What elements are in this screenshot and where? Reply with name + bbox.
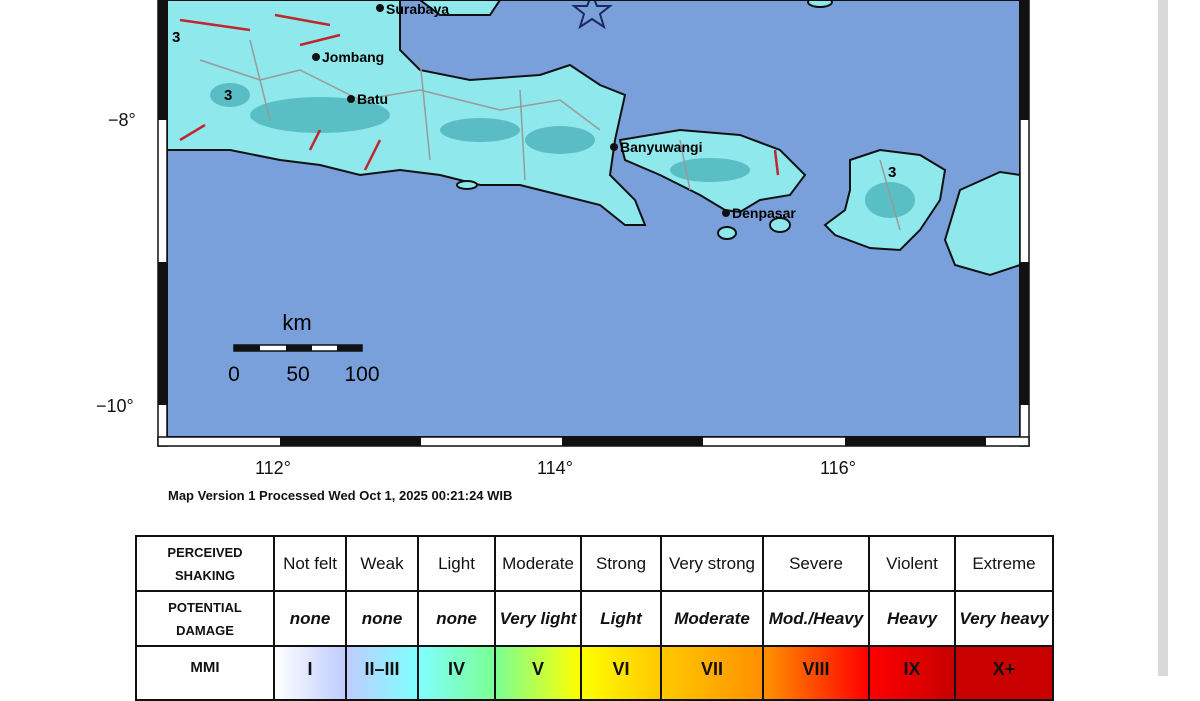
madura-island	[418, 0, 502, 16]
shaking-cell: Extreme	[954, 535, 1054, 592]
city-label: Batu	[357, 91, 388, 107]
mmi-cell: VIII	[762, 645, 870, 701]
mmi-cell: VII	[660, 645, 764, 701]
mmi-cell: IV	[417, 645, 496, 701]
scale-bar: km 0 50 100	[228, 310, 379, 386]
mmi-cell: IX	[868, 645, 956, 701]
mmi-cell: II–III	[345, 645, 419, 701]
perceived-shaking-header: PERCEIVED SHAKING	[135, 535, 275, 592]
city-label: Banyuwangi	[620, 139, 702, 155]
city-label: Denpasar	[732, 205, 796, 221]
faults	[179, 13, 780, 176]
potential-damage-header: POTENTIAL DAMAGE	[135, 590, 275, 647]
scale-tick: 100	[344, 363, 379, 386]
damage-cell: none	[345, 590, 419, 647]
shakemap: Surabaya Jombang Batu Banyuwangi Denpasa…	[157, 0, 1030, 447]
damage-cell: Light	[580, 590, 662, 647]
scale-unit: km	[282, 310, 311, 335]
lon-tick-label: 116°	[820, 458, 856, 478]
shaking-cell: Violent	[868, 535, 956, 592]
city-label: Surabaya	[386, 1, 449, 17]
mmi-cell: VI	[580, 645, 662, 701]
java-island	[166, 0, 647, 226]
shaking-cell: Light	[417, 535, 496, 592]
shaking-cell: Moderate	[494, 535, 582, 592]
lat-tick-label: −8°	[108, 110, 136, 130]
damage-cell: Mod./Heavy	[762, 590, 870, 647]
damage-cell: Very light	[494, 590, 582, 647]
damage-cell: Very heavy	[954, 590, 1054, 647]
mmi-header: MMI	[135, 645, 275, 701]
land	[166, 0, 1021, 277]
scale-tick: 50	[286, 363, 309, 386]
shaking-cell: Weak	[345, 535, 419, 592]
damage-cell: none	[273, 590, 347, 647]
damage-cell: Moderate	[660, 590, 764, 647]
svg-text:3: 3	[888, 164, 896, 181]
sumbawa-island	[943, 170, 1021, 277]
contour-labels: 3 3 3	[172, 29, 896, 181]
damage-cell: none	[417, 590, 496, 647]
lon-tick-label: 114°	[537, 458, 573, 478]
shaking-cell: Very strong	[660, 535, 764, 592]
intensity-legend: PERCEIVED SHAKING Not felt Weak Light Modera…	[135, 535, 1054, 701]
damage-cell: Heavy	[868, 590, 956, 647]
admin-boundaries	[199, 39, 901, 231]
shaking-cell: Strong	[580, 535, 662, 592]
svg-text:3: 3	[224, 87, 232, 104]
svg-text:3: 3	[172, 29, 180, 46]
city-label: Jombang	[322, 49, 384, 65]
city-markers: Surabaya Jombang Batu Banyuwangi Denpasa…	[312, 1, 796, 221]
mmi-cell: V	[494, 645, 582, 701]
map-version-text: Map Version 1 Processed Wed Oct 1, 2025 …	[168, 488, 513, 503]
mmi-cell: I	[273, 645, 347, 701]
mmi-cell: X+	[954, 645, 1054, 701]
shaking-cell: Not felt	[273, 535, 347, 592]
map-frame	[157, 0, 1030, 447]
scale-tick: 0	[228, 363, 240, 386]
shaking-cell: Severe	[762, 535, 870, 592]
terrain-shading	[210, 83, 915, 218]
scrollbar[interactable]	[1158, 0, 1168, 676]
lat-tick-label: −10°	[96, 396, 134, 416]
lon-tick-label: 112°	[255, 458, 291, 478]
star-icon	[571, 0, 613, 30]
